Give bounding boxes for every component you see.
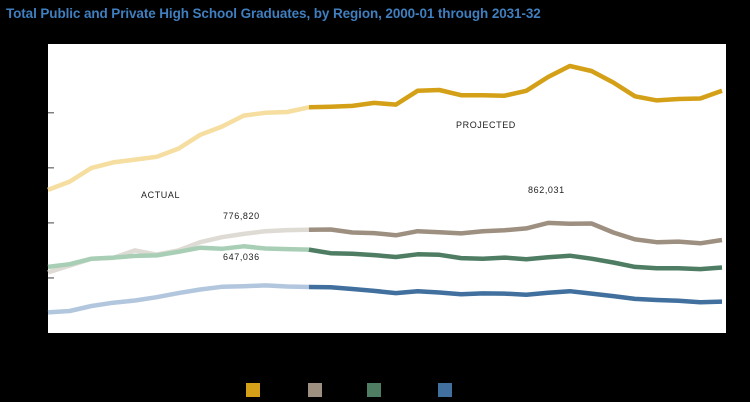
- line-blue-actual: [47, 283, 309, 315]
- plot-area: [48, 44, 726, 333]
- annotation-projected: PROJECTED: [456, 120, 516, 130]
- y-axis: [48, 112, 54, 279]
- legend-swatch-gold: [246, 383, 260, 397]
- line-green-projected: [308, 247, 723, 272]
- annotation-actual: ACTUAL: [141, 190, 180, 200]
- line-green-actual: [47, 244, 309, 270]
- line-gold-actual: [47, 105, 310, 193]
- legend-swatch-green: [367, 383, 381, 397]
- chart-title: Total Public and Private High School Gra…: [6, 6, 541, 21]
- legend-swatch-blue: [438, 383, 452, 397]
- data-label-gray-2009: 776,820: [223, 211, 260, 221]
- data-label-gray-2024: 862,031: [528, 185, 565, 195]
- series-lines: [47, 63, 723, 315]
- data-label-blue-2009: 647,036: [223, 252, 260, 262]
- legend: [246, 383, 452, 397]
- line-gray-projected: [308, 220, 723, 246]
- line-blue-projected: [308, 284, 723, 305]
- legend-swatch-gray: [308, 383, 322, 397]
- line-gold-projected: [308, 63, 723, 110]
